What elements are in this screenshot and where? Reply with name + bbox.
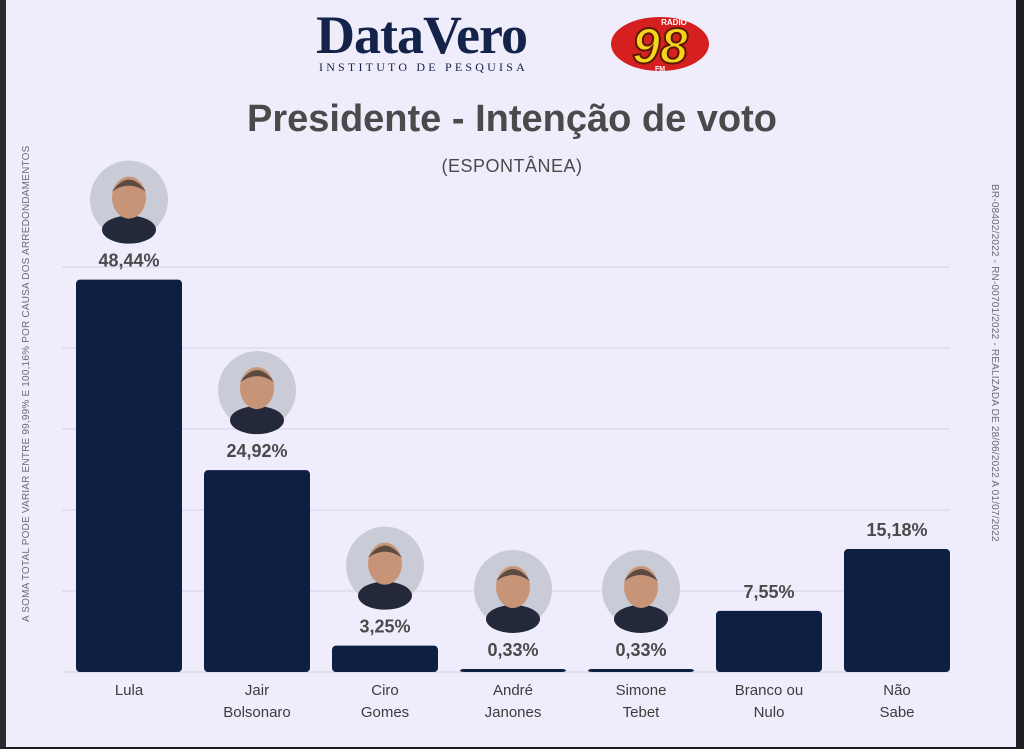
photo-hair [240,370,274,383]
category-label: André Janones [448,680,578,724]
bar [844,549,950,672]
photo-hair [368,545,402,558]
data-label: 3,25% [359,617,410,637]
chart-subtitle: (ESPONTÂNEA) [441,156,583,176]
photo-hair [496,569,530,581]
candidate-photo [90,160,168,244]
category-label-line: Bolsonaro [223,704,291,721]
category-label-line: Nulo [753,704,785,721]
data-label: 0,33% [615,640,666,660]
datavero-logo: DataVero INSTITUTO DE PESQUISA [316,8,576,75]
bar [716,610,822,672]
photo-hair [112,179,146,192]
data-label: 15,18% [866,520,927,540]
category-label: Lula [64,680,194,702]
data-label: 7,55% [743,582,794,602]
candidate-photo [474,550,552,633]
category-label-line: André [492,682,534,699]
category-label: Branco ou Nulo [704,680,834,724]
category-label-line: Simone [615,682,667,699]
bar [332,645,438,672]
candidate-photo [346,526,424,610]
brand-tagline: INSTITUTO DE PESQUISA [319,60,528,74]
category-label: Jair Bolsonaro [192,680,322,724]
category-label: Ciro Gomes [320,680,450,724]
category-label-line: Sabe [879,704,915,721]
photo-shoulders [102,215,156,244]
category-label: Não Sabe [832,680,962,724]
data-label: 48,44% [98,251,159,271]
frame-left-edge [0,0,6,749]
category-label-line: Tebet [622,704,660,721]
bar [588,669,694,672]
data-label: 0,33% [487,640,538,660]
photo-hair [624,569,658,581]
radio-logo-oval [611,17,709,71]
candidate-photo [602,550,680,633]
category-label: Simone Tebet [576,680,706,724]
radio-word: RADIO [661,18,687,27]
brand-name: DataVero [316,5,528,65]
frame-right-edge [1016,0,1024,749]
frame-bottom-edge [0,747,1024,749]
photo-shoulders [486,605,540,633]
candidate-photo [218,351,296,435]
photo-shoulders [230,406,284,435]
category-label-line: Branco ou [734,682,804,699]
photo-shoulders [358,581,412,610]
chart-title: Presidente - Intenção de voto [247,98,777,140]
data-label: 24,92% [226,441,287,461]
photo-shoulders [614,605,668,633]
category-label-line: Não [883,682,911,699]
category-label-line: Gomes [360,704,410,721]
category-label-line: Ciro [371,682,399,699]
category-label-line: Lula [114,682,144,699]
category-label-line: Jair [244,682,270,699]
radio-98-logo: 98 RADIO FM [611,17,709,75]
bar [76,279,182,672]
category-label-line: Janones [484,704,542,721]
bar [204,470,310,672]
radio-number: 98 [632,18,688,74]
bar [460,669,566,672]
radio-band: FM [655,66,665,73]
